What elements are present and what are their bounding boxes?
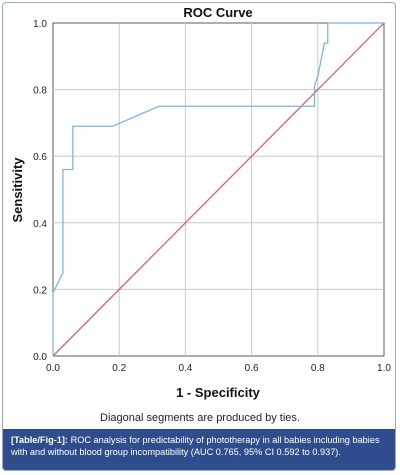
x-axis-label: 1 - Specificity (176, 385, 261, 400)
grid-lines (53, 23, 384, 356)
x-tick-label: 0.0 (46, 363, 60, 374)
x-tick-label: 0.8 (311, 363, 325, 374)
x-tick-label: 1.0 (377, 363, 391, 374)
roc-curve-line (52, 22, 384, 356)
caption-label: [Table/Fig-1]: (11, 435, 68, 445)
figure-caption: [Table/Fig-1]: ROC analysis for predicta… (3, 429, 395, 470)
x-tick-label: 0.4 (178, 363, 192, 374)
y-tick-label: 0.4 (33, 219, 47, 230)
y-tick-label: 0.8 (33, 86, 47, 97)
series-lines (52, 22, 385, 357)
reference-diagonal-line (52, 22, 385, 357)
y-tick-label: 0.6 (33, 152, 47, 163)
y-tick-label: 1.0 (33, 19, 47, 30)
caption-text: ROC analysis for predictability of photo… (11, 435, 380, 457)
chart-title: ROC Curve (183, 5, 252, 20)
y-axis-label: Sensitivity (10, 157, 25, 223)
ties-note: Diagonal segments are produced by ties. (100, 412, 300, 424)
axis-ticks: 0.0 0.2 0.4 0.6 0.8 1.0 0.0 0.2 0.4 0.6 0.8 1.0 (33, 19, 391, 374)
x-tick-label: 0.6 (245, 363, 259, 374)
x-tick-label: 0.2 (112, 363, 126, 374)
y-tick-label: 0.0 (33, 352, 47, 363)
figure-frame: 0.0 0.2 0.4 0.6 0.8 1.0 0.0 0.2 0.4 0.6 0.8 1.0 ROC… (2, 2, 396, 471)
y-tick-label: 0.2 (33, 285, 47, 296)
roc-chart: 0.0 0.2 0.4 0.6 0.8 1.0 0.0 0.2 0.4 0.6 0.8 1.0 ROC… (10, 5, 391, 400)
